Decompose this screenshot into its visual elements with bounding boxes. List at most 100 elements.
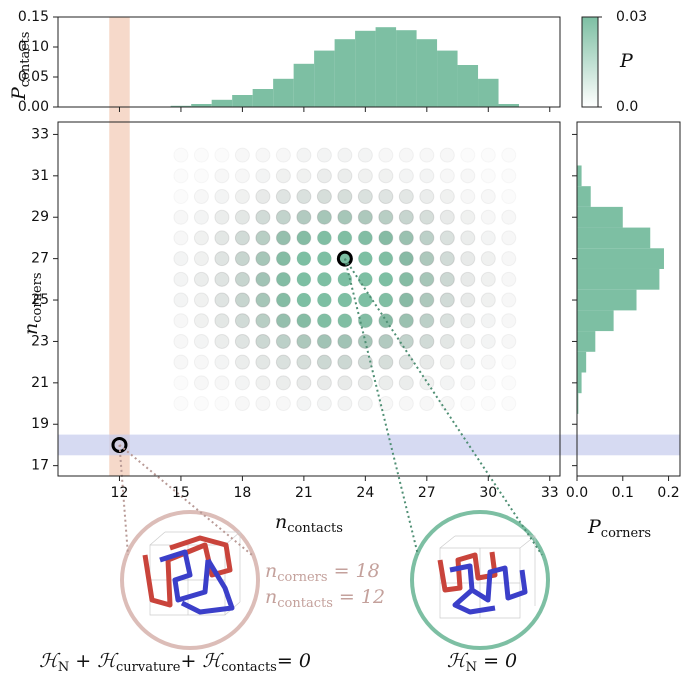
dot xyxy=(316,168,332,184)
dot xyxy=(193,292,209,308)
x-axis-label: Pcorners xyxy=(587,516,651,541)
label-base: P xyxy=(587,516,602,538)
label-base: n xyxy=(20,323,42,335)
dot xyxy=(398,313,414,329)
x-axis-label: ncontacts xyxy=(275,511,343,536)
dot xyxy=(357,354,373,370)
x-tick-label: 15 xyxy=(172,485,190,501)
dot xyxy=(234,292,250,308)
dot xyxy=(337,292,353,308)
hist-bar xyxy=(577,206,623,228)
formula-part: + ℋ xyxy=(69,650,119,672)
dot xyxy=(214,168,230,184)
dot xyxy=(337,168,353,184)
dot xyxy=(234,251,250,267)
dot xyxy=(193,313,209,329)
dot xyxy=(357,147,373,163)
dot xyxy=(419,147,435,163)
hist-bar xyxy=(577,227,651,249)
label-base: n xyxy=(265,586,277,608)
dot xyxy=(398,271,414,287)
dot xyxy=(398,333,414,349)
dot xyxy=(460,313,476,329)
dot xyxy=(501,375,517,391)
dot xyxy=(296,333,312,349)
dot xyxy=(316,313,332,329)
dot xyxy=(460,354,476,370)
dot xyxy=(439,168,455,184)
y-tick-label: 0.10 xyxy=(18,39,49,55)
dot xyxy=(357,292,373,308)
dot xyxy=(419,333,435,349)
dot xyxy=(480,189,496,205)
dot xyxy=(275,292,291,308)
dot xyxy=(173,209,189,225)
dot xyxy=(357,189,373,205)
dot xyxy=(275,375,291,391)
dot xyxy=(460,230,476,246)
connector xyxy=(343,258,419,556)
dot xyxy=(296,230,312,246)
dot xyxy=(255,168,271,184)
dot xyxy=(378,333,394,349)
dot xyxy=(255,271,271,287)
hist-bar xyxy=(577,310,614,332)
dot xyxy=(316,147,332,163)
dot xyxy=(275,230,291,246)
hist-bar xyxy=(273,78,294,107)
dot xyxy=(193,271,209,287)
dot xyxy=(234,333,250,349)
highlight-point xyxy=(336,250,353,267)
dot xyxy=(480,396,496,412)
dot xyxy=(501,168,517,184)
dot xyxy=(357,313,373,329)
dot xyxy=(501,313,517,329)
dot xyxy=(255,396,271,412)
dot xyxy=(275,251,291,267)
hist-bar xyxy=(577,393,579,414)
dot xyxy=(255,147,271,163)
dot xyxy=(214,354,230,370)
dot xyxy=(316,189,332,205)
dot xyxy=(173,147,189,163)
hist-bar xyxy=(478,78,499,107)
inset-annotation: ncontacts = 12 xyxy=(265,586,385,611)
formula-sub: N xyxy=(466,660,477,675)
dot xyxy=(357,251,373,267)
dot xyxy=(173,396,189,412)
dot xyxy=(193,230,209,246)
dot xyxy=(460,271,476,287)
dot xyxy=(480,230,496,246)
dot xyxy=(501,251,517,267)
dot xyxy=(255,189,271,205)
dot xyxy=(255,354,271,370)
dot xyxy=(275,271,291,287)
formula-sub: contacts xyxy=(221,660,277,675)
dot xyxy=(501,147,517,163)
colorbar-tick-label: 0.0 xyxy=(616,99,638,115)
dot xyxy=(255,313,271,329)
x-tick-label: 0.1 xyxy=(612,485,634,501)
hist-bar xyxy=(314,50,335,107)
dot xyxy=(173,292,189,308)
dot xyxy=(501,333,517,349)
dot xyxy=(460,168,476,184)
dot xyxy=(214,251,230,267)
dot xyxy=(419,313,435,329)
dot xyxy=(337,354,353,370)
dot xyxy=(480,333,496,349)
dot xyxy=(296,271,312,287)
dot xyxy=(480,251,496,267)
dot xyxy=(460,333,476,349)
y-tick-label: 27 xyxy=(31,251,49,267)
dot xyxy=(398,396,414,412)
inset-left xyxy=(120,510,260,650)
dot xyxy=(173,251,189,267)
dot xyxy=(439,147,455,163)
formula-sub: N xyxy=(58,660,69,675)
formula-sub: curvature xyxy=(116,660,181,675)
dot xyxy=(460,251,476,267)
dot xyxy=(337,313,353,329)
hist-bar xyxy=(577,165,582,187)
